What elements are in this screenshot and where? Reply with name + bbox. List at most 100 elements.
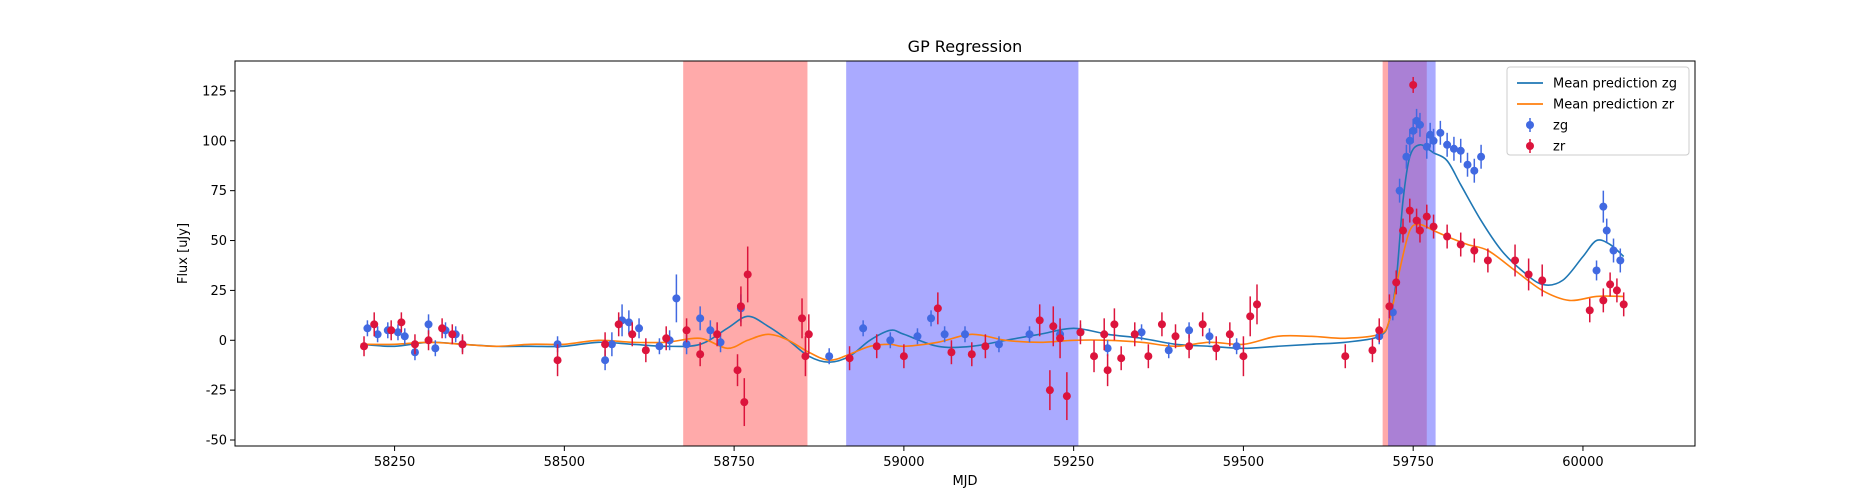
data-point: [662, 334, 671, 343]
data-point: [1609, 246, 1618, 255]
data-point: [655, 342, 664, 351]
x-tick-label: 59250: [1053, 455, 1094, 470]
data-point: [360, 342, 369, 351]
data-point: [1246, 312, 1255, 321]
data-point: [624, 318, 633, 327]
shaded-intervals: [683, 61, 1436, 446]
data-point: [397, 318, 406, 327]
x-tick-label: 59500: [1223, 455, 1264, 470]
data-point: [1599, 296, 1608, 305]
data-point: [899, 352, 908, 361]
x-tick-label: 58250: [374, 455, 415, 470]
y-tick-label: 125: [202, 84, 227, 99]
data-point: [1585, 306, 1594, 315]
data-point: [363, 324, 372, 333]
data-point: [706, 326, 715, 335]
data-point: [1429, 222, 1438, 231]
data-point: [1212, 344, 1221, 353]
data-point: [672, 294, 681, 303]
data-point: [614, 320, 623, 329]
data-point: [424, 336, 433, 345]
data-point: [845, 354, 854, 363]
x-tick-label: 58750: [713, 455, 754, 470]
data-point: [825, 352, 834, 361]
legend-label: zg: [1553, 119, 1568, 134]
data-point: [1198, 320, 1207, 329]
y-tick-label: 0: [219, 334, 227, 349]
data-point: [1612, 286, 1621, 295]
y-tick-label: 75: [210, 184, 227, 199]
data-point: [1409, 80, 1418, 89]
data-point: [393, 328, 402, 337]
x-tick-label: 59750: [1393, 455, 1434, 470]
data-point: [1436, 128, 1445, 137]
data-point: [448, 330, 457, 339]
data-point: [1130, 330, 1139, 339]
chart-title: GP Regression: [908, 37, 1023, 56]
data-point: [940, 330, 949, 339]
data-point: [1341, 352, 1350, 361]
data-point: [1415, 120, 1424, 129]
legend-label: Mean prediction zg: [1553, 77, 1677, 92]
data-point: [1025, 330, 1034, 339]
data-point: [424, 320, 433, 329]
data-point: [1415, 226, 1424, 235]
data-point: [961, 330, 969, 339]
data-point: [373, 330, 382, 339]
data-point: [1402, 152, 1411, 161]
data-point: [1443, 140, 1452, 149]
x-axis-label: MJD: [952, 474, 977, 489]
data-point: [1205, 332, 1214, 341]
data-point: [1405, 206, 1414, 215]
data-point: [400, 332, 409, 341]
data-point: [736, 302, 745, 311]
data-point: [1103, 366, 1112, 375]
legend-label: zr: [1553, 140, 1566, 155]
legend-marker: [1526, 142, 1534, 150]
data-point: [1062, 392, 1071, 401]
data-point: [1599, 202, 1608, 211]
data-point: [607, 340, 616, 349]
data-point: [801, 352, 810, 361]
data-point: [438, 324, 447, 333]
data-point: [1375, 326, 1384, 335]
series-line: [360, 143, 1625, 364]
data-point: [1470, 166, 1479, 175]
series-line: [360, 223, 1624, 362]
data-point: [1117, 354, 1126, 363]
data-point: [804, 330, 813, 339]
data-point: [1157, 320, 1166, 329]
data-point: [1538, 276, 1547, 285]
x-axis: 58250 58500 58750 59000 59250 59500 59750 60000: [374, 446, 1604, 470]
data-point: [1463, 160, 1472, 169]
data-point: [601, 340, 610, 349]
data-point: [1412, 216, 1421, 225]
data-point: [1171, 332, 1180, 341]
data-point: [1616, 256, 1625, 265]
x-tick-label: 58500: [544, 455, 585, 470]
y-tick-label: 50: [210, 234, 227, 249]
data-point: [740, 398, 749, 407]
legend: Mean prediction zg Mean prediction zr zg zr: [1506, 66, 1690, 156]
data-point: [1232, 342, 1241, 351]
data-point: [1399, 226, 1407, 235]
data-point: [1592, 266, 1601, 275]
data-point: [798, 314, 807, 323]
data-point: [1456, 146, 1465, 155]
data-point: [1388, 308, 1397, 317]
data-point: [1137, 328, 1146, 337]
data-point: [635, 324, 644, 333]
series-lines: [360, 143, 1625, 364]
shaded-region: [846, 61, 1079, 446]
data-point: [1239, 352, 1248, 361]
data-point: [370, 320, 379, 329]
data-point: [1429, 136, 1438, 145]
data-point: [1090, 352, 1099, 361]
data-point: [1225, 330, 1234, 339]
data-point: [967, 350, 976, 359]
data-point: [682, 326, 691, 335]
shaded-region: [683, 61, 808, 446]
plot-frame: [234, 60, 1696, 447]
data-point: [1103, 344, 1112, 353]
data-point: [387, 326, 396, 335]
